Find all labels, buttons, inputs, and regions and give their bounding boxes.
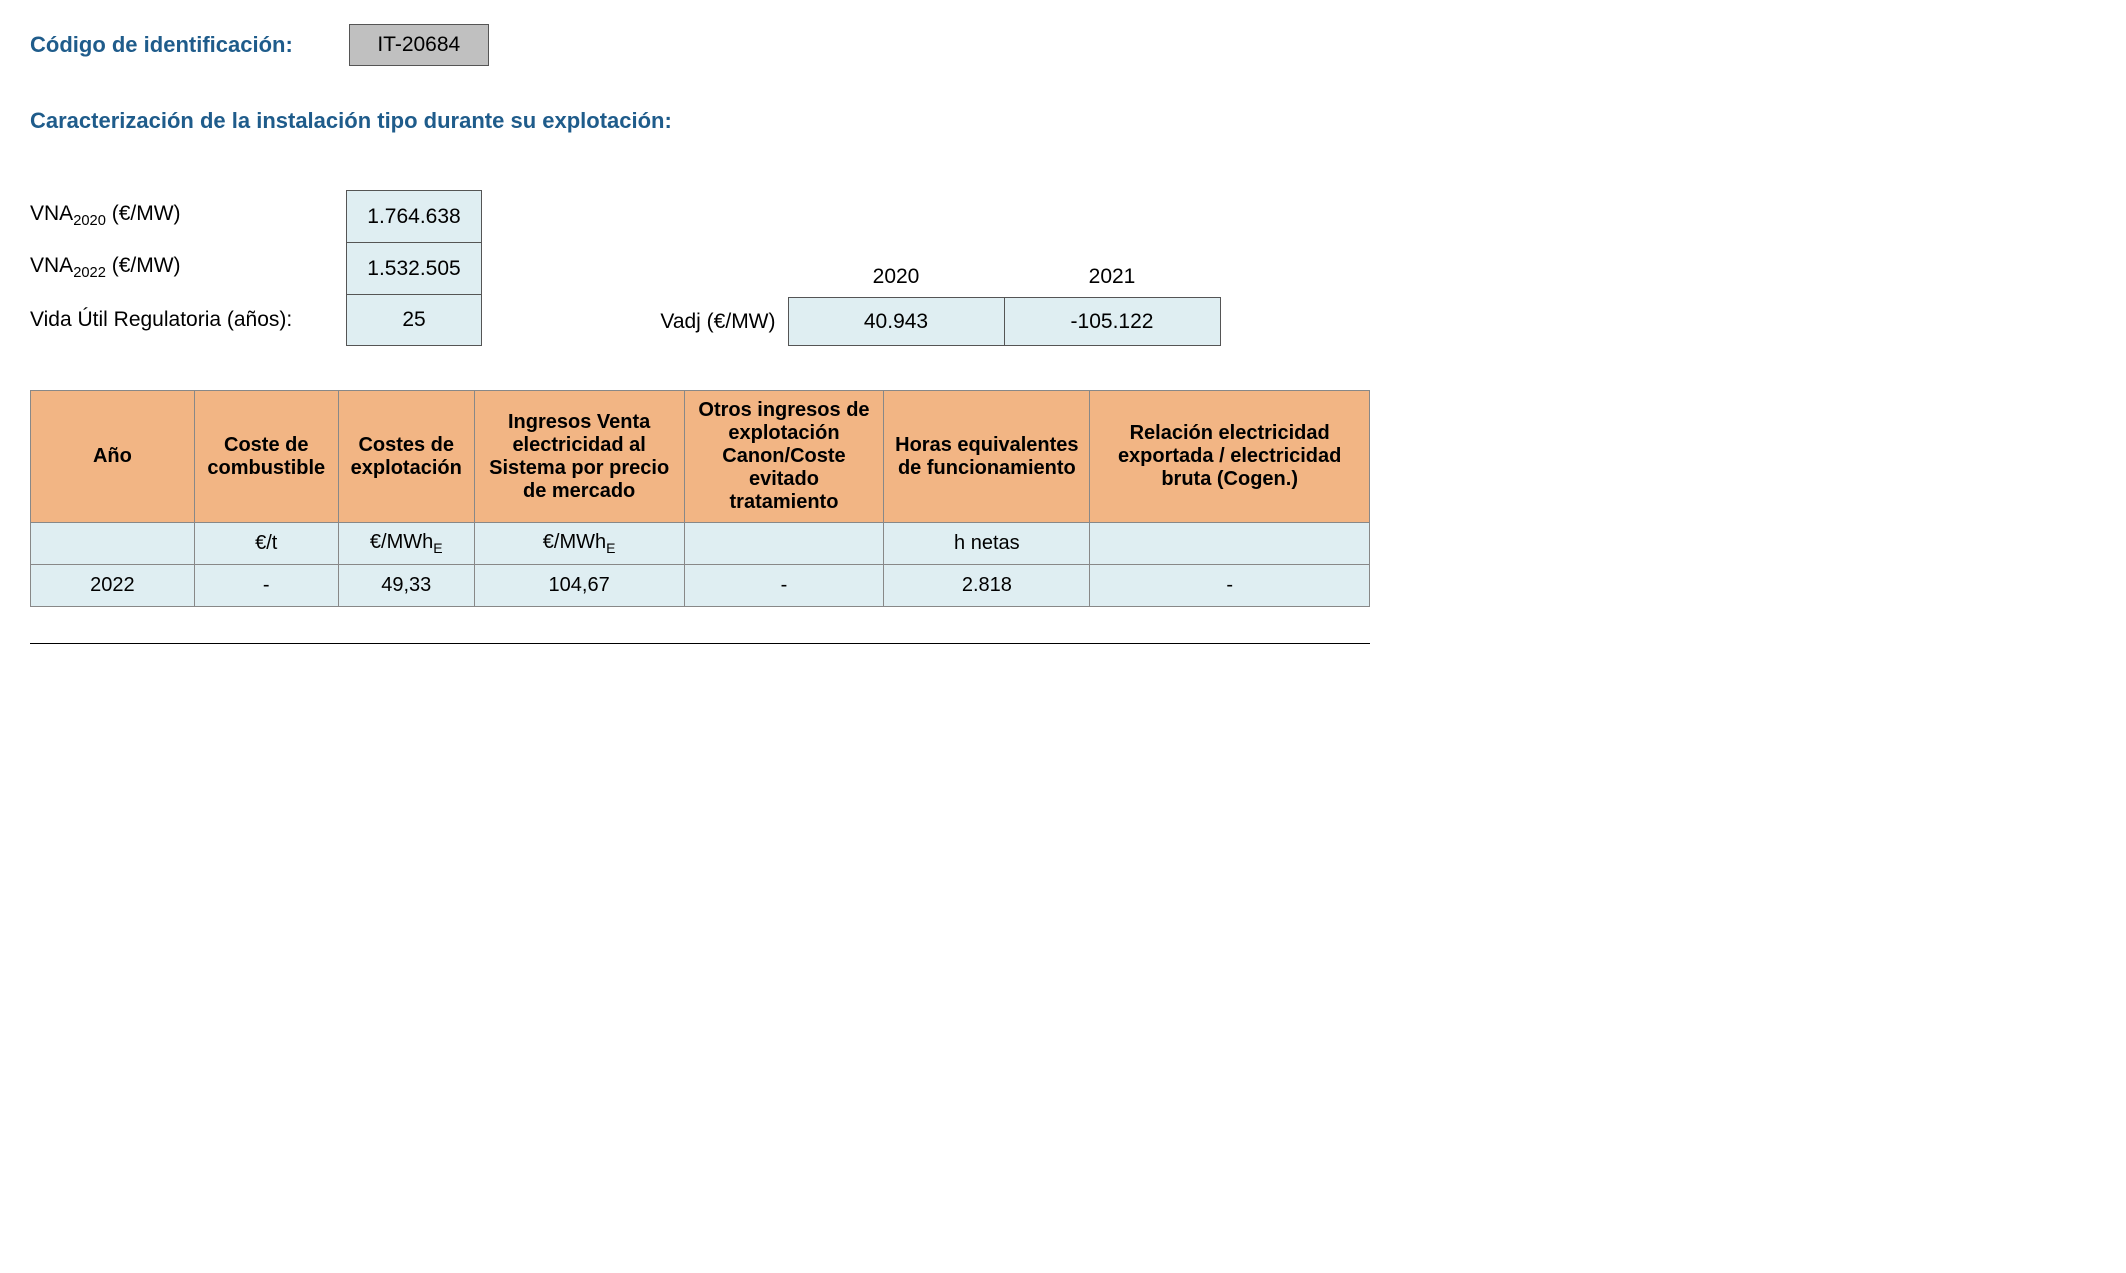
- th-rel: Relación electricidad exportada / electr…: [1090, 391, 1370, 523]
- vna2020-label: VNA2020 (€/MW): [30, 202, 346, 229]
- param-row-vna2020: VNA2020 (€/MW) 1.764.638: [30, 190, 482, 242]
- vadj-label: Vadj (€/MW): [642, 298, 788, 346]
- table-header-row: Año Coste de combustible Costes de explo…: [31, 391, 1370, 523]
- cell-ano: 2022: [31, 565, 195, 607]
- vadj-value-2020: 40.943: [788, 298, 1004, 346]
- unit-comb: €/t: [194, 523, 338, 565]
- vadj-year-2020: 2020: [788, 257, 1004, 298]
- vadj-value-2021: -105.122: [1004, 298, 1220, 346]
- params-right: 2020 2021 Vadj (€/MW) 40.943 -105.122: [642, 257, 2096, 346]
- unit-ingr: €/MWhE: [474, 523, 684, 565]
- cell-expl: 49,33: [338, 565, 474, 607]
- table-data-row: 2022 - 49,33 104,67 - 2.818 -: [31, 565, 1370, 607]
- th-expl: Costes de explotación: [338, 391, 474, 523]
- param-row-vna2022: VNA2022 (€/MW) 1.532.505: [30, 242, 482, 294]
- code-value-box: IT-20684: [349, 24, 489, 66]
- vna2022-sub: 2022: [73, 266, 106, 282]
- cell-rel: -: [1090, 565, 1370, 607]
- th-ingr: Ingresos Venta electricidad al Sistema p…: [474, 391, 684, 523]
- unit-ingr-prefix: €/MWh: [543, 531, 606, 553]
- vida-util-value: 25: [346, 294, 482, 346]
- vna2020-prefix: VNA: [30, 202, 73, 225]
- th-horas: Horas equivalentes de funcionamiento: [884, 391, 1090, 523]
- vna2022-value: 1.532.505: [346, 242, 482, 294]
- section-title: Caracterización de la instalación tipo d…: [30, 108, 2096, 134]
- vna2022-suffix: (€/MW): [106, 254, 181, 277]
- params-left: VNA2020 (€/MW) 1.764.638 VNA2022 (€/MW) …: [30, 190, 482, 346]
- vida-util-label: Vida Útil Regulatoria (años):: [30, 308, 346, 332]
- vadj-table: 2020 2021 Vadj (€/MW) 40.943 -105.122: [642, 257, 1221, 346]
- unit-ingr-sub: E: [606, 540, 615, 556]
- unit-expl: €/MWhE: [338, 523, 474, 565]
- vna2022-label: VNA2022 (€/MW): [30, 254, 346, 281]
- param-row-vida-util: Vida Útil Regulatoria (años): 25: [30, 294, 482, 346]
- cell-ingr: 104,67: [474, 565, 684, 607]
- cell-otros: -: [684, 565, 884, 607]
- unit-otros: [684, 523, 884, 565]
- code-label: Código de identificación:: [30, 32, 293, 58]
- cell-horas: 2.818: [884, 565, 1090, 607]
- vna2020-suffix: (€/MW): [106, 202, 181, 225]
- unit-horas: h netas: [884, 523, 1090, 565]
- th-ano: Año: [31, 391, 195, 523]
- unit-ano: [31, 523, 195, 565]
- th-otros: Otros ingresos de explotación Canon/Cost…: [684, 391, 884, 523]
- separator-line: [30, 643, 1370, 644]
- table-units-row: €/t €/MWhE €/MWhE h netas: [31, 523, 1370, 565]
- header-row: Código de identificación: IT-20684: [30, 24, 2096, 66]
- unit-rel: [1090, 523, 1370, 565]
- unit-expl-sub: E: [433, 540, 442, 556]
- vna2020-value: 1.764.638: [346, 190, 482, 242]
- main-table: Año Coste de combustible Costes de explo…: [30, 390, 1370, 607]
- params-wrapper: VNA2020 (€/MW) 1.764.638 VNA2022 (€/MW) …: [30, 190, 2096, 346]
- unit-expl-prefix: €/MWh: [370, 531, 433, 553]
- th-comb: Coste de combustible: [194, 391, 338, 523]
- cell-comb: -: [194, 565, 338, 607]
- vna2022-prefix: VNA: [30, 254, 73, 277]
- vadj-year-2021: 2021: [1004, 257, 1220, 298]
- vna2020-sub: 2020: [73, 214, 106, 230]
